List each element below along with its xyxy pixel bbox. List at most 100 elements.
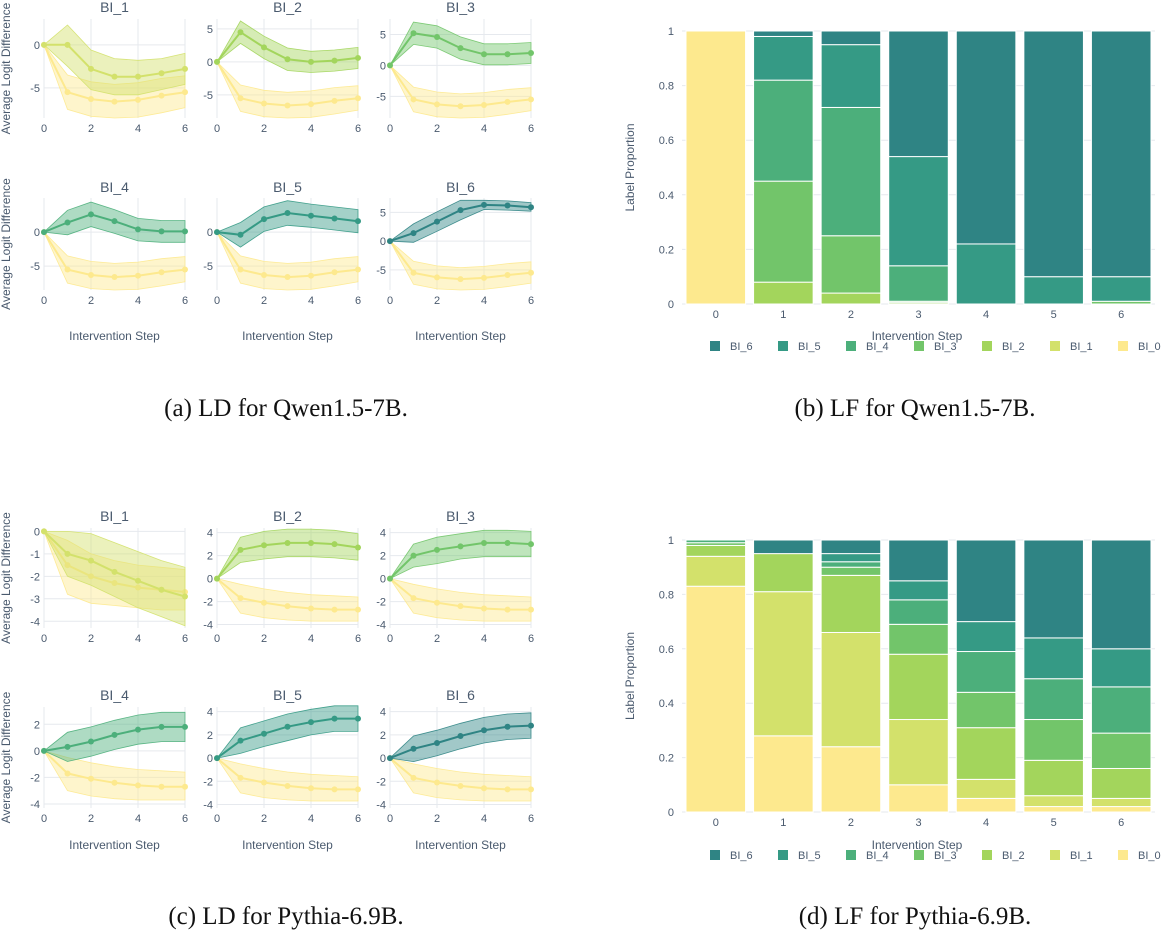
bar-segment (955, 539, 1017, 623)
data-point (457, 733, 464, 740)
data-point (237, 774, 244, 781)
y-tick-label: -2 (30, 772, 40, 784)
x-tick-label: 5 (1051, 309, 1057, 321)
x-tick-label: 2 (261, 813, 267, 825)
data-point (481, 102, 487, 109)
data-point (261, 100, 267, 107)
legend-label: BI_6 (730, 341, 753, 353)
legend-swatch (778, 850, 788, 860)
bar-segment (1023, 30, 1084, 278)
legend-label: BI_1 (1070, 850, 1093, 862)
x-tick-label: 2 (434, 813, 440, 825)
panel-title: BI_2 (273, 0, 302, 15)
x-axis-label: Intervention Step (69, 329, 160, 343)
bar-segment (1023, 795, 1084, 808)
y-tick-label: -5 (376, 265, 386, 277)
legend-label: BI_0 (1138, 850, 1161, 862)
data-point (528, 96, 534, 103)
x-tick-label: 4 (308, 123, 314, 135)
y-tick-label: 0.8 (659, 81, 674, 93)
legend-label: BI_0 (1138, 341, 1161, 353)
x-tick-label: 5 (1051, 817, 1057, 829)
data-point (528, 786, 534, 793)
data-point (504, 272, 511, 279)
x-tick-label: 4 (481, 123, 487, 135)
data-point (434, 779, 440, 786)
x-tick-label: 2 (434, 123, 440, 135)
data-point (481, 51, 487, 58)
legend-label: BI_2 (1002, 850, 1025, 862)
y-tick-label: 0 (380, 236, 386, 248)
panel-title: BI_3 (446, 508, 475, 524)
data-point (284, 209, 291, 216)
legend-swatch (1050, 850, 1060, 860)
bar-segment (820, 44, 882, 108)
x-tick-label: 6 (1118, 309, 1124, 321)
data-point (135, 782, 141, 789)
panel-title: BI_2 (273, 508, 302, 524)
x-axis-label: Intervention Step (872, 329, 963, 343)
data-point (261, 730, 267, 737)
y-tick-label: -3 (30, 594, 40, 606)
data-point (214, 755, 220, 762)
y-tick-label: 0.8 (659, 589, 674, 601)
bar-segment (753, 553, 814, 593)
data-point (504, 51, 511, 58)
legend-swatch (846, 850, 856, 860)
x-tick-label: 0 (214, 813, 220, 825)
data-point (528, 269, 534, 276)
bar-segment (820, 746, 882, 813)
data-point (182, 783, 188, 790)
data-point (504, 606, 511, 613)
y-tick-label: -4 (203, 620, 213, 632)
data-point (410, 552, 417, 559)
data-point (64, 219, 71, 226)
data-point (331, 269, 338, 276)
legend-swatch (846, 341, 856, 351)
legend-swatch (778, 341, 788, 351)
data-point (457, 45, 464, 52)
bar-segment (820, 631, 882, 748)
data-point (261, 779, 267, 786)
data-point (284, 102, 291, 109)
y-tick-label: -2 (203, 776, 213, 788)
x-tick-label: 6 (182, 813, 188, 825)
data-point (135, 577, 141, 584)
data-point (457, 603, 464, 610)
legend-swatch (710, 341, 720, 351)
data-point (261, 216, 267, 223)
y-tick-label: -2 (203, 597, 213, 609)
y-tick-label: 1 (668, 535, 674, 547)
data-point (331, 786, 338, 793)
bar-segment (888, 30, 949, 158)
data-point (88, 96, 94, 103)
data-point (284, 782, 291, 789)
data-point (158, 586, 165, 593)
y-tick-label: -2 (30, 571, 40, 583)
data-point (434, 546, 440, 553)
data-point (111, 580, 118, 587)
x-tick-label: 6 (528, 633, 534, 645)
legend-label: BI_2 (1002, 341, 1025, 353)
x-axis-label: Intervention Step (872, 838, 963, 852)
y-tick-label: 2 (380, 551, 386, 563)
data-point (135, 272, 141, 279)
bar-segment (1023, 759, 1084, 797)
x-tick-label: 6 (182, 295, 188, 307)
data-point (504, 98, 511, 105)
y-tick-label: 4 (207, 707, 213, 719)
data-point (434, 218, 440, 225)
y-tick-label: 4 (207, 528, 213, 540)
x-tick-label: 2 (261, 295, 267, 307)
legend-swatch (914, 850, 924, 860)
data-point (214, 575, 220, 582)
data-point (308, 605, 314, 612)
y-tick-label: 5 (207, 24, 213, 36)
x-tick-label: 4 (308, 633, 314, 645)
data-point (308, 212, 314, 219)
x-tick-label: 6 (528, 295, 534, 307)
legend-swatch (914, 341, 924, 351)
x-tick-label: 6 (528, 123, 534, 135)
panel-title: BI_1 (100, 508, 129, 524)
